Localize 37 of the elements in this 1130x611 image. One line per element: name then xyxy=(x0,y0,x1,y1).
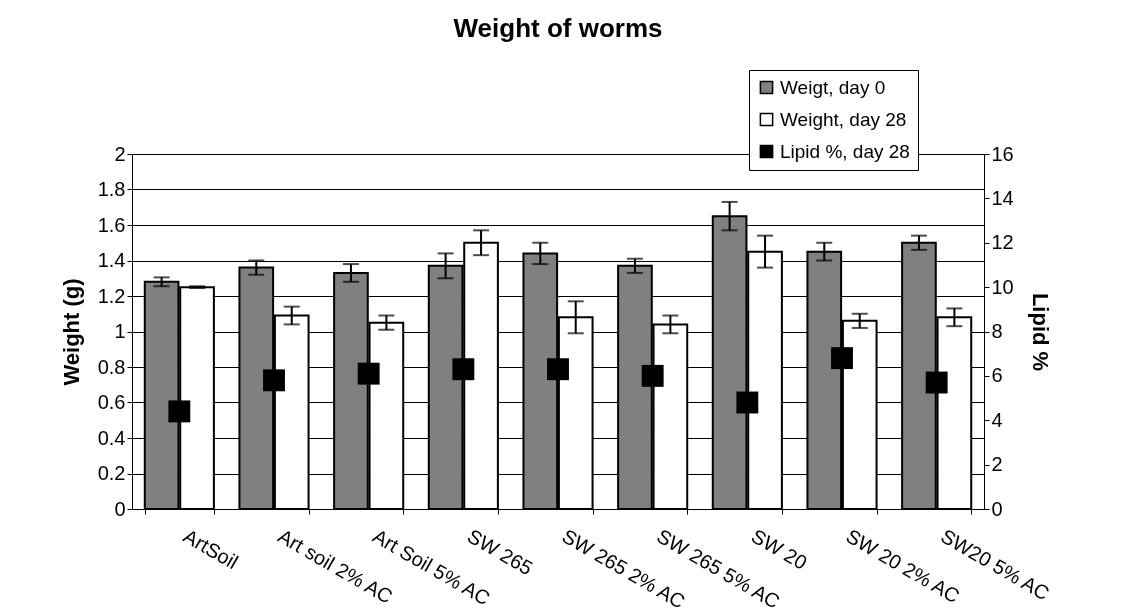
chart-title: Weight of worms xyxy=(453,12,663,43)
y-tick-label: 1.4 xyxy=(97,249,126,271)
y-tick-label: 0.2 xyxy=(97,462,126,484)
y-tick-label: 2 xyxy=(114,142,126,165)
y2-tick-label: 6 xyxy=(991,364,1003,387)
y2-tick-label: 10 xyxy=(991,275,1014,298)
legend-label: Lipid %, day 28 xyxy=(780,140,910,162)
y2-tick-label: 0 xyxy=(991,497,1003,520)
y2-tick-label: 12 xyxy=(991,231,1014,254)
y2-axis-title: Lipid % xyxy=(1027,292,1053,372)
y2-tick-label: 8 xyxy=(991,320,1003,342)
y-tick-label: 1.8 xyxy=(97,178,126,200)
y-tick-label: 1.6 xyxy=(97,213,126,236)
point xyxy=(168,400,191,423)
y-tick-label: 0 xyxy=(114,497,126,520)
x-tick-label: SW 265 xyxy=(463,524,537,580)
y-tick-label: 0.8 xyxy=(97,355,126,378)
point xyxy=(263,369,285,392)
point xyxy=(547,358,569,381)
point xyxy=(736,391,759,414)
y-axis-title: Weight (g) xyxy=(58,278,84,386)
y2-tick-label: 16 xyxy=(991,142,1014,165)
y2-tick-label: 4 xyxy=(991,408,1003,431)
x-tick-label: SW 20 xyxy=(747,524,811,574)
y-tick-label: 0.4 xyxy=(97,426,126,449)
point xyxy=(452,358,475,381)
point xyxy=(831,347,853,370)
legend-label: Weight, day 28 xyxy=(780,108,907,130)
y-tick-label: 1.2 xyxy=(97,284,126,307)
y-tick-label: 1 xyxy=(114,320,126,342)
point xyxy=(641,364,664,387)
point xyxy=(925,371,948,394)
y2-tick-label: 2 xyxy=(991,453,1003,476)
legend-label: Weigt, day 0 xyxy=(780,76,886,98)
point xyxy=(357,362,380,385)
y2-tick-label: 14 xyxy=(991,186,1014,209)
y-tick-label: 0.6 xyxy=(97,391,126,413)
